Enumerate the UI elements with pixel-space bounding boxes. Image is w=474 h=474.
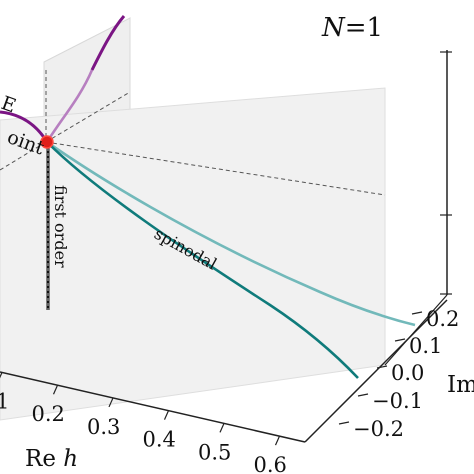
- y-tick-mark: [338, 421, 350, 425]
- x-tick-mark: [0, 372, 3, 379]
- teal-curve-light: [46, 140, 416, 327]
- panel-title: N=1: [321, 13, 383, 43]
- x-tick-mark: [219, 423, 225, 433]
- label-e: E: [0, 92, 19, 117]
- panel-title-val: =1: [345, 13, 383, 43]
- x-axis-title: Re h: [25, 446, 78, 472]
- y-tick-mark: [357, 393, 369, 397]
- purple-curve-top: [90, 15, 126, 71]
- y-tick-label: −0.2: [353, 417, 404, 441]
- y-axis-line: [304, 299, 448, 443]
- guide-dashed: [45, 91, 131, 143]
- x-tick-label: 0.4: [143, 428, 176, 452]
- x-tick-mark: [163, 410, 170, 420]
- x-axis-title-var: h: [63, 446, 78, 472]
- x-axis-line: [0, 371, 306, 443]
- x-axis-title-prefix: Re: [25, 446, 63, 472]
- x-tick-label: 0.5: [198, 440, 231, 464]
- y-tick-label: 0.0: [391, 361, 424, 385]
- purple-curve-upper: [45, 69, 94, 143]
- y-tick-mark: [411, 311, 423, 315]
- y-tick-label: 0.2: [426, 307, 459, 331]
- guide-dashed: [0, 141, 47, 171]
- y-tick-label: −0.1: [372, 389, 423, 413]
- x-tick-mark: [274, 435, 281, 446]
- y-tick-mark: [394, 338, 406, 342]
- label-first-order: first order: [51, 185, 70, 268]
- x-tick-label: 0.1: [0, 389, 9, 413]
- x-tick-mark: [52, 384, 59, 395]
- teal-curve-dark: [46, 141, 359, 379]
- y-tick-label: 0.1: [409, 334, 442, 358]
- x-tick-label: 0.3: [87, 415, 120, 439]
- y-axis-title: Im: [447, 372, 474, 398]
- x-tick-mark: [108, 397, 114, 408]
- critical-point: [40, 135, 54, 149]
- panel-title-var: N: [321, 13, 346, 43]
- x-tick-group: 0.1 0.2 0.3 0.4 0.5 0.6: [0, 372, 287, 474]
- y-tick-mark: [376, 365, 388, 369]
- guide-dashed: [45, 141, 386, 196]
- x-tick-label: 0.2: [32, 402, 65, 426]
- y-tick-group: 0.2 0.1 0.0 −0.1 −0.2: [338, 307, 459, 441]
- x-tick-label: 0.6: [254, 453, 287, 474]
